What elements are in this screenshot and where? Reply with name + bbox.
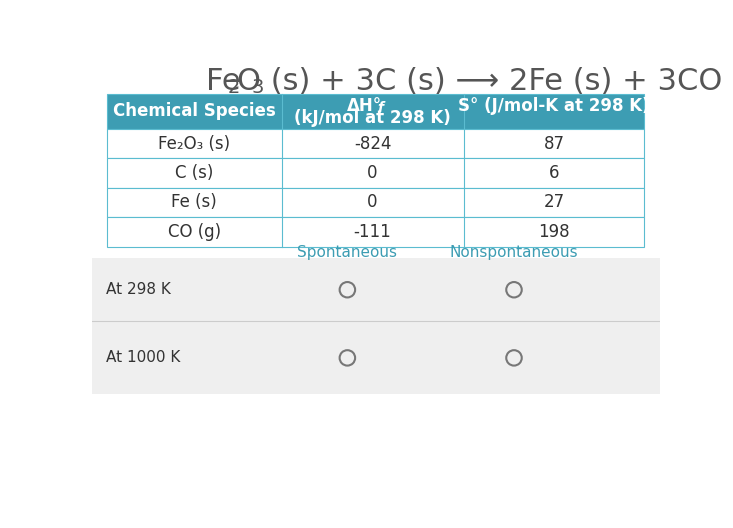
FancyBboxPatch shape xyxy=(107,158,644,188)
FancyBboxPatch shape xyxy=(92,322,660,394)
Text: -111: -111 xyxy=(354,223,391,241)
Text: f: f xyxy=(377,101,383,115)
Text: Spontaneous: Spontaneous xyxy=(298,244,397,259)
FancyBboxPatch shape xyxy=(107,129,644,158)
FancyBboxPatch shape xyxy=(107,94,644,129)
Text: 27: 27 xyxy=(543,193,564,211)
Text: At 298 K: At 298 K xyxy=(106,282,171,297)
Text: Chemical Species: Chemical Species xyxy=(113,102,276,120)
Text: CO (g): CO (g) xyxy=(168,223,221,241)
Text: 198: 198 xyxy=(538,223,570,241)
Text: (s) + 3C (s) ⟶ 2Fe (s) + 3CO (g): (s) + 3C (s) ⟶ 2Fe (s) + 3CO (g) xyxy=(260,67,733,96)
FancyBboxPatch shape xyxy=(107,217,644,247)
Text: 0: 0 xyxy=(367,193,377,211)
Text: (kJ/mol at 298 K): (kJ/mol at 298 K) xyxy=(294,109,451,127)
Text: O: O xyxy=(237,67,260,96)
Text: At 1000 K: At 1000 K xyxy=(106,351,180,365)
Text: -824: -824 xyxy=(354,135,391,153)
Text: 6: 6 xyxy=(549,164,559,182)
FancyBboxPatch shape xyxy=(92,258,660,320)
FancyBboxPatch shape xyxy=(107,188,644,217)
Text: Fe: Fe xyxy=(206,67,241,96)
Text: 2: 2 xyxy=(227,78,240,97)
Text: Fe (s): Fe (s) xyxy=(172,193,217,211)
Text: C (s): C (s) xyxy=(175,164,213,182)
Text: Nonspontaneous: Nonspontaneous xyxy=(449,244,578,259)
Text: ΔH°: ΔH° xyxy=(347,97,383,115)
Text: 3: 3 xyxy=(251,78,264,97)
Text: Fe₂O₃ (s): Fe₂O₃ (s) xyxy=(158,135,230,153)
Text: S° (J/mol-K at 298 K): S° (J/mol-K at 298 K) xyxy=(458,97,649,115)
Text: 0: 0 xyxy=(367,164,377,182)
Text: 87: 87 xyxy=(543,135,564,153)
